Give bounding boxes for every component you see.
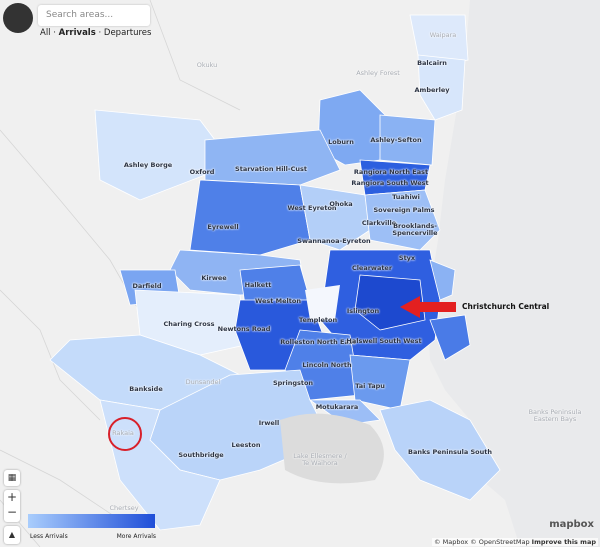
attribution-item[interactable]: Improve this map	[531, 538, 596, 546]
place-label: Lake Ellesmere / Te Waihora	[293, 452, 347, 467]
mode-tabs: All · Arrivals · Departures	[40, 28, 151, 38]
place-label: Rangiora South West	[351, 179, 429, 187]
region	[429, 314, 471, 361]
place-label: Balcairn	[417, 59, 447, 67]
search-box[interactable]: Search areas...	[38, 5, 150, 26]
highlight-circle	[108, 417, 142, 451]
place-label: Rakaia	[112, 429, 134, 437]
separator: ·	[95, 28, 104, 38]
place-label: Rolleston North East	[280, 338, 356, 346]
sea	[428, 0, 600, 547]
lake	[280, 413, 384, 484]
place-label: Swannanoa-Eyreton	[297, 237, 371, 245]
place-label: West Eyreton	[287, 204, 337, 212]
place-label: Tuahiwi	[392, 193, 420, 201]
region	[99, 399, 221, 531]
place-label: Eyrewell	[207, 223, 239, 231]
tab[interactable]: Departures	[103, 28, 152, 38]
place-label: Irwell	[258, 419, 280, 427]
place-label: Kirwee	[201, 274, 227, 282]
attribution-item: © OpenStreetMap	[470, 538, 530, 546]
place-label: Tai Tapu	[355, 382, 385, 390]
place-label: Waipara	[429, 31, 457, 39]
place-label: Ohoka	[329, 200, 353, 208]
annotation-arrow	[400, 296, 456, 318]
place-label: Darfield	[132, 282, 162, 290]
place-label: Leeston	[231, 441, 261, 449]
layers-button[interactable]: ▦	[4, 470, 20, 486]
region	[189, 179, 311, 256]
tab[interactable]: Arrivals	[58, 28, 96, 38]
region	[299, 184, 371, 251]
place-label: Loburn	[328, 138, 354, 146]
place-label: Banks Peninsula South	[408, 448, 492, 456]
place-label: Motukarara	[315, 403, 359, 411]
place-label: Sovereign Palms	[373, 206, 435, 214]
logo: mapbox	[549, 519, 594, 530]
place-label: Styx	[398, 254, 416, 262]
legend-gradient	[28, 514, 155, 528]
place-label: Newtons Road	[217, 325, 271, 333]
place-label: Okuku	[196, 61, 218, 69]
zoom-in[interactable]: +	[6, 490, 18, 504]
zoom-out[interactable]: −	[6, 505, 18, 519]
legend: Less Arrivals More Arrivals	[28, 514, 158, 544]
place-label: Banks Peninsula Eastern Bays	[528, 408, 582, 423]
region	[379, 114, 436, 166]
place-label: Bankside	[129, 385, 163, 393]
airport-area	[305, 285, 340, 320]
place-label: Chertsey	[109, 504, 139, 512]
place-label: Amberley	[414, 86, 450, 94]
place-label: Islington	[346, 307, 380, 315]
region	[204, 129, 341, 186]
place-label: Ashley-Sefton	[370, 136, 422, 144]
place-label: Oxford	[189, 168, 215, 176]
place-label: Rangiora North East	[353, 168, 429, 176]
place-label: Halswell South West	[346, 337, 422, 345]
separator: ·	[50, 28, 59, 38]
compass[interactable]: ▲	[4, 526, 20, 544]
region	[134, 289, 246, 356]
attribution: © Mapbox © OpenStreetMap Improve this ma…	[432, 538, 598, 546]
region	[417, 54, 466, 121]
avatar[interactable]	[3, 3, 33, 33]
place-label: Clearwater	[351, 264, 393, 272]
place-label: Southbridge	[178, 451, 224, 459]
place-label: Springston	[272, 379, 314, 387]
attribution-item: © Mapbox	[434, 538, 469, 546]
legend-low: Less Arrivals	[30, 533, 68, 540]
place-label: Ashley Forest	[356, 69, 400, 77]
place-label: Ashley Borge	[123, 161, 173, 169]
regions	[49, 14, 501, 531]
region	[429, 259, 456, 301]
zoom-controls: + −	[4, 490, 20, 522]
legend-high: More Arrivals	[116, 533, 156, 540]
place-label: Clarkville	[361, 219, 397, 227]
place-label: Lincoln North	[302, 361, 352, 369]
region	[359, 159, 431, 196]
annotation-label: Christchurch Central	[462, 302, 550, 311]
region	[364, 189, 441, 251]
place-label: Dunsandel	[185, 378, 221, 386]
place-label: Halkett	[244, 281, 272, 289]
place-label: Starvation Hill-Cust	[235, 165, 307, 173]
tab[interactable]: All	[40, 28, 51, 38]
place-label: Templeton	[298, 316, 338, 324]
place-label: Charing Cross	[163, 320, 215, 328]
place-label: West Melton	[255, 297, 301, 305]
region	[379, 399, 501, 501]
place-label: Brooklands-Spencerville	[392, 222, 438, 237]
region	[354, 274, 426, 331]
